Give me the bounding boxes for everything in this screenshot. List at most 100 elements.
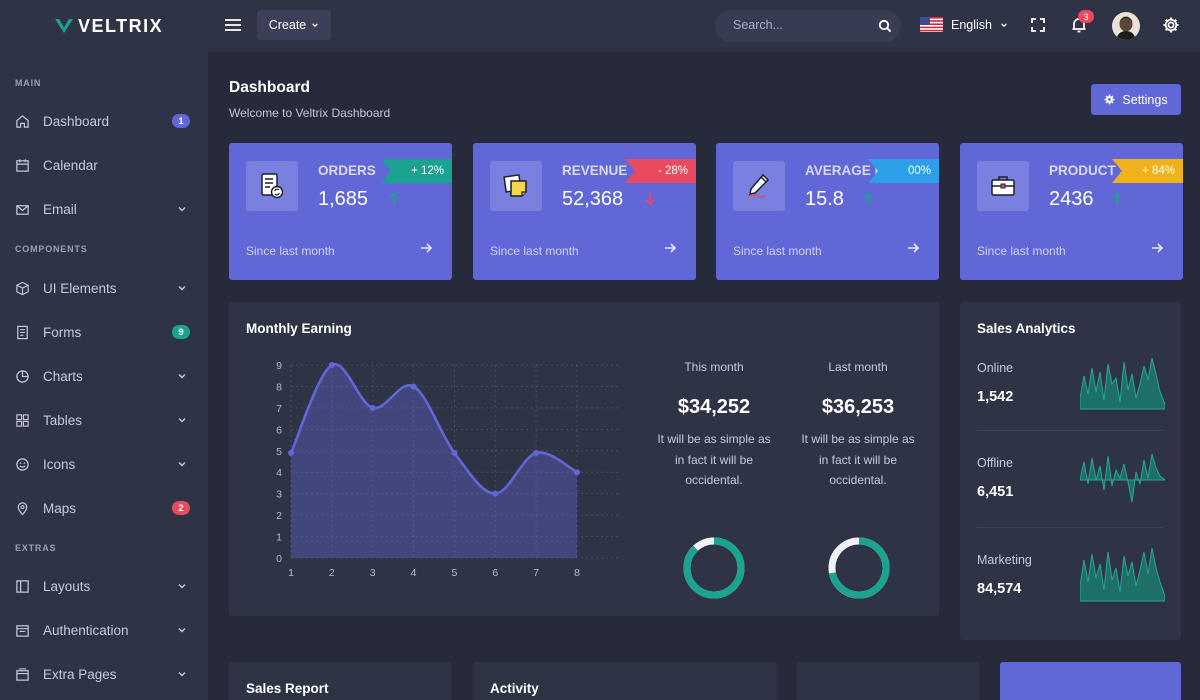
sidebar-item-tables[interactable]: Tables xyxy=(0,405,208,435)
sidebar-item-label: Calendar xyxy=(43,157,98,173)
analytics-label: Offline xyxy=(977,456,1013,470)
sidebar-item-ui-elements[interactable]: UI Elements xyxy=(0,273,208,303)
notification-badge: 3 xyxy=(1078,10,1094,23)
sidebar-item-email[interactable]: Email xyxy=(0,194,208,224)
stat-icon-box xyxy=(733,161,785,211)
avatar[interactable] xyxy=(1112,12,1140,40)
y-tick-label: 6 xyxy=(276,424,282,436)
this-month-value: $34,252 xyxy=(677,396,751,418)
arrow-right-icon[interactable] xyxy=(906,241,920,255)
app-logo-text[interactable]: VELTRIX xyxy=(78,16,164,36)
sidebar-item-forms[interactable]: Forms 9 xyxy=(0,317,208,347)
bottom-accent-card xyxy=(1000,662,1181,700)
search-icon[interactable] xyxy=(878,19,892,33)
sidebar-item-label: Layouts xyxy=(43,578,91,594)
sidebar-item-calendar[interactable]: Calendar xyxy=(0,150,208,180)
sidebar-item-extra-pages[interactable]: Extra Pages xyxy=(0,659,208,689)
create-button-label: Create xyxy=(268,18,307,32)
arrow-right-icon[interactable] xyxy=(663,241,677,255)
menu-section-main: MAIN xyxy=(15,78,42,88)
last-month-stat: Last month $36,253 It will be as simple … xyxy=(793,360,923,491)
this-month-label: This month xyxy=(684,360,744,374)
earning-point xyxy=(533,449,540,456)
gear-icon xyxy=(1105,94,1115,105)
layout-icon xyxy=(14,578,30,594)
search-box xyxy=(715,10,901,42)
sidebar-item-label: Tables xyxy=(43,412,83,428)
chevron-down-icon xyxy=(312,23,319,28)
dashboard-badge: 1 xyxy=(172,114,190,128)
analytics-value: 84,574 xyxy=(977,581,1022,597)
order-list-icon xyxy=(261,173,284,199)
sidebar-item-label: Dashboard xyxy=(43,113,110,129)
earning-point xyxy=(451,449,458,456)
analytics-label: Marketing xyxy=(977,553,1032,567)
settings-button[interactable]: Settings xyxy=(1091,84,1181,115)
stat-value: 52,368 xyxy=(562,188,624,210)
sidebar-item-charts[interactable]: Charts xyxy=(0,361,208,391)
briefcase-icon xyxy=(991,176,1015,196)
arrow-right-icon[interactable] xyxy=(419,241,433,255)
stat-icon-box xyxy=(490,161,542,211)
stat-since-label: Since last month xyxy=(246,244,335,258)
x-tick-label: 8 xyxy=(574,567,580,579)
sidebar-item-maps[interactable]: Maps 2 xyxy=(0,493,208,523)
x-tick-label: 7 xyxy=(533,567,539,579)
menu-toggle-icon[interactable] xyxy=(224,17,242,33)
stat-change-badge: + 12% xyxy=(381,159,452,183)
this-month-donut xyxy=(683,537,745,599)
analytics-value: 6,451 xyxy=(977,484,1014,500)
chevron-down-icon xyxy=(178,418,186,423)
marketing-sparkline xyxy=(1080,547,1165,602)
this-month-stat: This month $34,252 It will be as simple … xyxy=(649,360,779,491)
y-tick-label: 0 xyxy=(276,553,282,565)
donut-progress xyxy=(828,537,890,599)
grid-icon xyxy=(14,412,30,428)
y-tick-label: 1 xyxy=(276,532,282,544)
earning-point xyxy=(288,449,294,456)
chevron-down-icon xyxy=(178,286,186,291)
stat-card-product-sold[interactable]: PRODUCT SOLD 2436 + 84% Since last month xyxy=(960,143,1183,280)
analytics-label: Online xyxy=(977,361,1014,375)
chevron-down-icon xyxy=(178,672,186,677)
menu-section-extras: EXTRAS xyxy=(15,543,57,553)
smile-icon xyxy=(14,456,30,472)
last-month-value: $36,253 xyxy=(821,396,895,418)
chevron-down-icon xyxy=(178,374,186,379)
language-selector[interactable]: English xyxy=(920,17,1008,32)
sidebar-item-label: Authentication xyxy=(43,622,129,638)
stat-change-badge: + 84% xyxy=(1112,159,1183,183)
this-month-description: It will be as simple as in fact it will … xyxy=(657,432,771,487)
create-button[interactable]: Create xyxy=(257,10,331,40)
arrow-up-icon xyxy=(389,192,399,205)
sticky-note-icon xyxy=(503,174,527,197)
chevron-down-icon xyxy=(178,628,186,633)
stat-value: 15.8 xyxy=(805,188,844,210)
earning-point xyxy=(328,362,335,368)
sidebar: VELTRIX MAIN Dashboard 1 Calendar Email … xyxy=(0,0,208,700)
x-tick-label: 6 xyxy=(492,567,498,579)
sidebar-item-icons[interactable]: Icons xyxy=(0,449,208,479)
y-tick-label: 8 xyxy=(276,381,282,393)
us-flag-icon xyxy=(920,17,943,32)
arrow-up-icon xyxy=(1112,192,1122,205)
sidebar-item-authentication[interactable]: Authentication xyxy=(0,615,208,645)
sidebar-item-dashboard[interactable]: Dashboard 1 xyxy=(0,106,208,136)
earning-point xyxy=(369,404,376,411)
arrow-right-icon[interactable] xyxy=(1150,241,1164,255)
gear-icon[interactable] xyxy=(1162,16,1180,34)
stat-card-orders[interactable]: ORDERS 1,685 + 12% Since last month xyxy=(229,143,452,280)
sidebar-item-layouts[interactable]: Layouts xyxy=(0,571,208,601)
home-icon xyxy=(14,113,30,129)
fullscreen-icon[interactable] xyxy=(1029,16,1047,34)
y-tick-label: 7 xyxy=(276,403,282,415)
logo-icon xyxy=(55,18,73,33)
stat-card-average-price[interactable]: AVERAGE PRICE 15.8 00% Since last month xyxy=(716,143,939,280)
arrow-up-icon xyxy=(863,192,873,205)
map-pin-icon xyxy=(14,500,30,516)
card-title: Monthly Earning xyxy=(246,321,352,336)
y-tick-label: 5 xyxy=(276,446,282,458)
analytics-divider xyxy=(977,430,1165,431)
search-input[interactable] xyxy=(733,18,863,32)
stat-card-revenue[interactable]: REVENUE 52,368 - 28% Since last month xyxy=(473,143,696,280)
